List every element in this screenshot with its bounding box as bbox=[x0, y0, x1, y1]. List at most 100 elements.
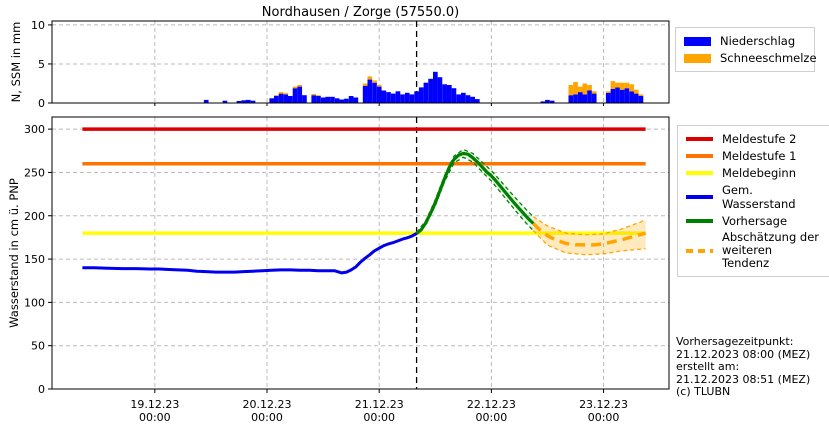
snowmelt-bar bbox=[633, 89, 639, 94]
precip-bar bbox=[433, 71, 438, 103]
snowmelt-bar bbox=[629, 84, 634, 92]
precip-bar bbox=[372, 82, 377, 103]
waterlevel-axis-spine bbox=[51, 116, 670, 390]
precip-bar bbox=[362, 85, 368, 103]
snowmelt-bar bbox=[638, 94, 644, 96]
snowmelt-bar bbox=[367, 76, 373, 80]
snowmelt-bar bbox=[591, 91, 597, 94]
precip-bar bbox=[325, 96, 331, 103]
precip-bar bbox=[274, 96, 279, 103]
y-tick-label: 150 bbox=[24, 253, 45, 266]
y-tick-label: 100 bbox=[24, 296, 45, 309]
waterlevel-panel: 0 50 100 150 200 250 300 19.12.23 00:00 20.12.23 0… bbox=[24, 116, 670, 424]
precip-bar bbox=[451, 88, 457, 103]
precip-bar bbox=[577, 92, 583, 103]
precip-bar bbox=[283, 94, 289, 103]
precip-bar bbox=[418, 87, 424, 103]
snowmelt-bar bbox=[577, 86, 583, 93]
precip-bar bbox=[367, 79, 373, 103]
precip-bar bbox=[615, 87, 620, 103]
precip-bar bbox=[311, 95, 317, 103]
precip-bar bbox=[386, 92, 391, 103]
snowmelt-bar bbox=[283, 93, 289, 95]
legend-label: Niederschlag bbox=[720, 34, 796, 48]
y-tick-label: 5 bbox=[38, 58, 45, 71]
precip-bar bbox=[409, 94, 415, 103]
legend-item-niederschlag: Niederschlag bbox=[684, 34, 806, 48]
precip-bar bbox=[330, 96, 335, 103]
tendency-band-upper bbox=[533, 216, 646, 236]
precip-bar bbox=[203, 99, 209, 103]
vorhersage-swatch-icon bbox=[686, 219, 713, 223]
precip-bar bbox=[292, 88, 298, 103]
legend-item-vorhersage: Vorhersage bbox=[686, 214, 822, 228]
snowmelt-bar bbox=[582, 83, 588, 95]
precip-bar bbox=[288, 96, 293, 103]
precip-bar bbox=[610, 88, 616, 103]
precip-bar bbox=[437, 77, 443, 103]
snowmelt-bar bbox=[311, 94, 317, 96]
snowmelt-bar bbox=[624, 82, 630, 89]
precip-bar bbox=[545, 99, 550, 103]
tendenz-swatch-icon bbox=[686, 248, 713, 253]
y-tick-label: 10 bbox=[31, 19, 45, 32]
snowmelt-bar bbox=[278, 92, 284, 94]
precip-bar bbox=[316, 96, 321, 103]
precip-panel: 0 5 10 bbox=[31, 19, 670, 110]
snowmelt-bar bbox=[587, 85, 592, 91]
forecast-time-value: 21.12.2023 08:00 (MEZ) bbox=[676, 347, 811, 361]
precip-bar bbox=[236, 101, 242, 103]
precip-bar bbox=[241, 100, 246, 103]
precip-bar bbox=[428, 78, 433, 103]
precip-bar bbox=[302, 95, 307, 103]
forecast-line bbox=[415, 151, 535, 235]
legend-waterlevel: Meldestufe 2 Meldestufe 1 Meldebeginn Ge… bbox=[677, 125, 829, 277]
precip-bar bbox=[269, 98, 275, 103]
precip-bar bbox=[442, 84, 447, 103]
snowmelt-bar bbox=[316, 95, 321, 96]
snowmelt-bar bbox=[372, 80, 377, 83]
precip-bar bbox=[591, 93, 597, 103]
precip-bar bbox=[582, 94, 588, 103]
snowmelt-bar bbox=[573, 81, 578, 95]
legend-precipitation: Niederschlag Schneeschmelze bbox=[675, 27, 817, 72]
precip-axis-label: N, SSM in mm bbox=[9, 21, 23, 103]
precip-bar bbox=[414, 91, 419, 103]
tendency-line bbox=[532, 222, 647, 247]
precip-bar bbox=[400, 94, 405, 103]
snowmelt-bar bbox=[605, 91, 611, 93]
precip-bar bbox=[404, 92, 410, 103]
precip-bar bbox=[246, 99, 251, 103]
precip-bar bbox=[447, 85, 452, 103]
precip-bar bbox=[353, 97, 359, 103]
snowmelt-bar bbox=[615, 82, 620, 88]
precip-bar bbox=[605, 92, 611, 103]
y-tick-label: 250 bbox=[24, 166, 45, 179]
waterlevel-axis-label: Wasserstand in cm ü. PNP bbox=[7, 178, 21, 328]
snowmelt-bar bbox=[297, 85, 303, 87]
legend-item-meldestufe2: Meldestufe 2 bbox=[686, 132, 822, 146]
x-tick-label: 22.12.23 00:00 bbox=[467, 398, 516, 424]
meldestufe1-swatch-icon bbox=[686, 154, 713, 158]
precip-bar bbox=[381, 90, 387, 103]
x-tick-label: 19.12.23 00:00 bbox=[130, 398, 179, 424]
legend-item-meldestufe1: Meldestufe 1 bbox=[686, 149, 822, 163]
schneeschmelze-swatch-icon bbox=[684, 53, 711, 63]
precip-bar bbox=[376, 86, 382, 103]
precip-bar bbox=[250, 100, 256, 103]
tendency-band bbox=[533, 216, 646, 255]
copyright: (c) TLUBN bbox=[676, 385, 731, 399]
legend-item-tendenz: Abschätzung der weiteren Tendenz bbox=[686, 231, 822, 270]
precip-bar bbox=[624, 88, 630, 103]
precip-bar bbox=[638, 96, 644, 103]
snowmelt-bar bbox=[610, 81, 616, 89]
snowmelt-bar bbox=[274, 95, 279, 96]
legend-label: Vorhersage bbox=[722, 214, 788, 228]
precip-bar bbox=[629, 91, 634, 103]
snowmelt-bar bbox=[362, 83, 368, 86]
x-tick-label: 20.12.23 00:00 bbox=[243, 398, 292, 424]
legend-item-gem-wasserstand: Gem. Wasserstand bbox=[686, 183, 822, 211]
precip-bar bbox=[465, 95, 471, 103]
y-tick-label: 0 bbox=[38, 383, 45, 396]
tendency-band-lower bbox=[532, 230, 646, 256]
